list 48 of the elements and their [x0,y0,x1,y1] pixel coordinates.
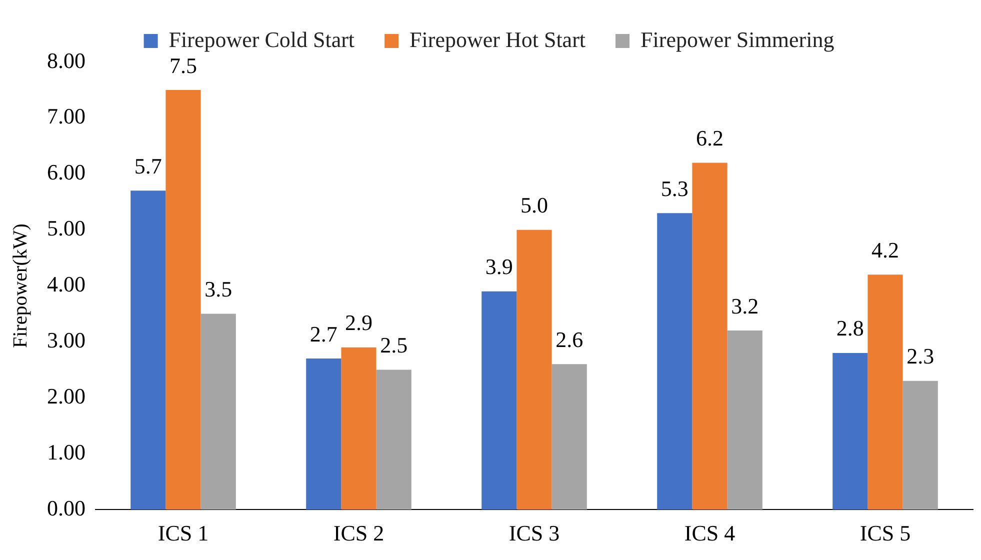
y-tick-label: 2.00 [47,383,86,408]
data-label: 2.9 [345,310,372,336]
data-label: 3.9 [485,254,513,280]
y-tick-label: 6.00 [47,160,86,185]
data-label: 5.3 [660,176,688,201]
y-tick-label: 3.00 [47,328,86,353]
bar [832,352,868,510]
data-label: 4.2 [872,237,899,262]
data-label: 2.5 [380,332,408,358]
y-tick-label: 4.00 [47,272,86,297]
data-label: 2.6 [556,326,584,352]
y-tick-label: 1.00 [47,439,86,464]
data-label: 5.0 [520,192,548,218]
y-tick-label: 5.00 [47,216,86,241]
bar [727,330,762,510]
bar [516,230,552,510]
bar [868,274,903,510]
data-label: 2.8 [836,316,864,341]
y-axis-title: Firepower(kW) [9,224,32,348]
data-label: 3.2 [731,293,759,318]
bar [692,162,728,510]
legend-label: Firepower Simmering [640,26,834,52]
legend-label: Firepower Cold Start [168,26,355,52]
bar [341,347,376,510]
bar [166,90,201,510]
data-label: 2.3 [906,344,934,369]
bar [552,364,587,510]
bar [306,358,342,510]
legend-label: Firepower Hot Start [410,26,586,52]
bar [376,370,412,510]
y-tick-label: 7.00 [47,104,86,129]
bar [200,314,236,510]
x-tick-label: ICS 1 [158,520,209,546]
x-tick-label: ICS 2 [333,520,384,546]
bar [130,190,166,510]
data-label: 7.5 [170,52,197,78]
x-tick-label: ICS 5 [860,520,911,546]
data-label: 6.2 [696,125,724,150]
bar [482,291,517,510]
data-label: 3.5 [204,276,232,302]
x-tick-label: ICS 4 [684,520,736,546]
x-tick-label: ICS 3 [508,520,560,546]
y-tick-label: 0.00 [47,495,86,520]
data-label: 5.7 [134,153,162,178]
y-tick-label: 8.00 [47,48,86,73]
data-label: 2.7 [310,321,338,346]
bar [657,213,692,510]
bar [902,380,938,510]
